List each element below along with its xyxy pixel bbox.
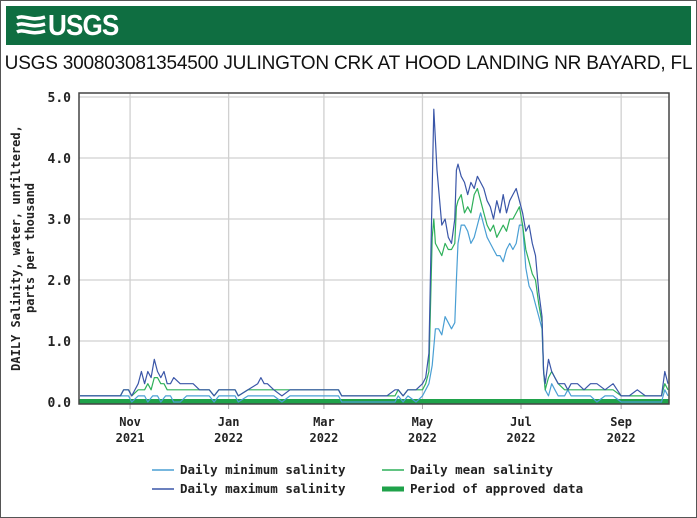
x-tick-month: May xyxy=(412,415,434,429)
legend-label: Daily minimum salinity xyxy=(180,462,346,477)
x-tick-year: 2022 xyxy=(309,431,338,445)
plot-border xyxy=(78,92,670,405)
legend-label: Daily maximum salinity xyxy=(180,481,346,496)
y-tick-label: 5.0 xyxy=(48,91,72,106)
usgs-wave-icon xyxy=(16,15,46,35)
x-tick-year: 2021 xyxy=(116,431,145,445)
y-tick-label: 2.0 xyxy=(48,274,72,289)
legend-label: Daily mean salinity xyxy=(410,462,553,477)
x-tick-year: 2022 xyxy=(408,431,437,445)
x-tick-month: Mar xyxy=(313,415,335,429)
x-tick-year: 2022 xyxy=(214,431,243,445)
y-tick-label: 0.0 xyxy=(48,396,72,411)
series-line-daily-minimum-salinity xyxy=(80,212,669,403)
chart-title: USGS 300803081354500 JULINGTON CRK AT HO… xyxy=(4,53,693,74)
x-tick-month: Nov xyxy=(119,415,141,429)
y-tick-label: 1.0 xyxy=(48,335,72,350)
y-tick-label: 4.0 xyxy=(48,152,72,167)
x-tick-month: Jan xyxy=(218,415,240,429)
x-tick-year: 2022 xyxy=(507,431,536,445)
x-tick-month: Jul xyxy=(510,415,532,429)
usgs-logo: USGS xyxy=(16,9,126,42)
y-axis-label: parts per thousand xyxy=(23,183,37,313)
x-tick-year: 2022 xyxy=(607,431,636,445)
plot-area xyxy=(79,93,669,404)
legend-label: Period of approved data xyxy=(410,481,583,496)
usgs-banner: USGS xyxy=(6,6,691,45)
x-tick-month: Sep xyxy=(610,415,632,429)
y-tick-label: 3.0 xyxy=(48,213,72,228)
logo-text: USGS xyxy=(48,9,119,42)
series-line-daily-maximum-salinity xyxy=(80,108,669,397)
y-axis-label: DAILY Salinity, water, unfiltered, xyxy=(9,125,23,371)
